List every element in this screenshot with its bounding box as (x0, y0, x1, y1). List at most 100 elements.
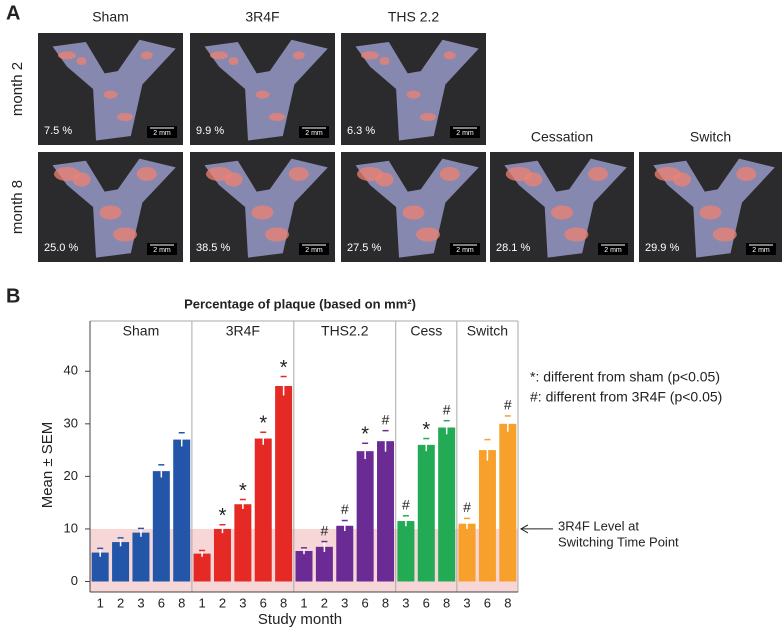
plaque (210, 51, 228, 60)
percent-label: 27.5 % (347, 242, 381, 254)
bar (254, 438, 272, 582)
row-label: month 8 (9, 180, 26, 234)
x-tick-label: 1 (198, 595, 205, 610)
plaque (564, 227, 589, 242)
x-tick-label: 3 (402, 595, 409, 610)
bar (397, 521, 415, 582)
plaque (439, 167, 460, 181)
plaque (406, 90, 421, 99)
y-tick-label: 20 (64, 468, 78, 483)
scale-label: 2 mm (456, 130, 474, 137)
x-tick-label: 3 (137, 595, 144, 610)
significance-marker: # (320, 522, 328, 538)
bar (499, 423, 517, 582)
scale-label: 2 mm (153, 130, 171, 137)
percent-label: 29.9 % (645, 242, 679, 254)
x-tick-label: 8 (382, 595, 389, 610)
bar (193, 553, 211, 582)
plaque (654, 167, 681, 181)
x-axis-label: Study month (258, 611, 342, 628)
significance-marker: # (402, 497, 410, 513)
x-tick-label: 3 (239, 595, 246, 610)
bar (377, 441, 395, 582)
plaque (251, 205, 274, 220)
percent-label: 6.3 % (347, 125, 375, 137)
facet-label: Sham (123, 323, 160, 339)
significance-marker: # (382, 411, 390, 427)
scale-label: 2 mm (456, 247, 474, 254)
bar (275, 385, 293, 582)
bar (234, 504, 252, 582)
x-tick-label: 2 (117, 595, 124, 610)
column-label: THS 2.2 (388, 9, 440, 25)
significance-marker: # (341, 501, 349, 517)
bar (295, 551, 313, 582)
reference-label: Switching Time Point (558, 534, 679, 549)
y-tick-label: 10 (64, 520, 78, 535)
scale-box (299, 126, 329, 138)
facet-label: THS2.2 (321, 323, 369, 339)
x-tick-label: 1 (97, 595, 104, 610)
scale-label: 2 mm (604, 247, 622, 254)
scale-box (746, 243, 776, 255)
scale-box (450, 126, 480, 138)
plaque (265, 227, 289, 242)
bar (417, 444, 435, 582)
plaque (76, 57, 87, 65)
scale-box (299, 243, 329, 255)
bar (356, 451, 374, 582)
plaque (379, 57, 390, 65)
plaque (103, 90, 118, 99)
scale-box (598, 243, 628, 255)
x-tick-label: 2 (219, 595, 226, 610)
bar (173, 439, 191, 582)
column-label: 3R4F (245, 9, 279, 25)
x-tick-label: 6 (158, 595, 165, 610)
plaque (416, 227, 440, 242)
plaque (113, 227, 137, 242)
x-tick-label: 6 (423, 595, 430, 610)
scale-label: 2 mm (752, 247, 770, 254)
panel-label: A (6, 2, 20, 24)
bar (152, 471, 170, 582)
significance-marker: # (443, 401, 451, 417)
percent-label: 7.5 % (44, 125, 72, 137)
plaque (699, 205, 722, 220)
x-tick-label: 8 (280, 595, 287, 610)
x-tick-label: 6 (362, 595, 369, 610)
y-tick-label: 30 (64, 415, 78, 430)
scale-box (450, 243, 480, 255)
scale-label: 2 mm (305, 247, 323, 254)
x-tick-label: 2 (321, 595, 328, 610)
significance-marker: # (504, 397, 512, 413)
x-tick-label: 3 (341, 595, 348, 610)
x-tick-label: 8 (178, 595, 185, 610)
percent-label: 25.0 % (44, 242, 78, 254)
scale-box (147, 126, 177, 138)
significance-marker: * (259, 413, 267, 435)
bar (336, 525, 354, 582)
scale-box (147, 243, 177, 255)
row-label: month 2 (9, 62, 26, 116)
plaque (402, 205, 425, 220)
plaque (292, 51, 305, 60)
plaque (588, 167, 608, 181)
significance-marker: * (361, 424, 369, 446)
column-label: Cessation (531, 129, 593, 145)
facet-label: 3R4F (226, 323, 260, 339)
percent-label: 9.9 % (196, 125, 224, 137)
plaque (255, 90, 270, 99)
y-tick-label: 0 (71, 573, 78, 588)
scale-label: 2 mm (305, 130, 323, 137)
note: *: different from sham (p<0.05) (530, 369, 720, 385)
plaque (288, 167, 309, 181)
facet-label: Cess (410, 323, 442, 339)
x-tick-label: 1 (300, 595, 307, 610)
column-label: Sham (92, 9, 129, 25)
plaque (420, 113, 436, 121)
tissue (52, 39, 176, 141)
plaque (269, 113, 285, 121)
bar (315, 546, 333, 582)
column-label: Switch (690, 129, 731, 145)
